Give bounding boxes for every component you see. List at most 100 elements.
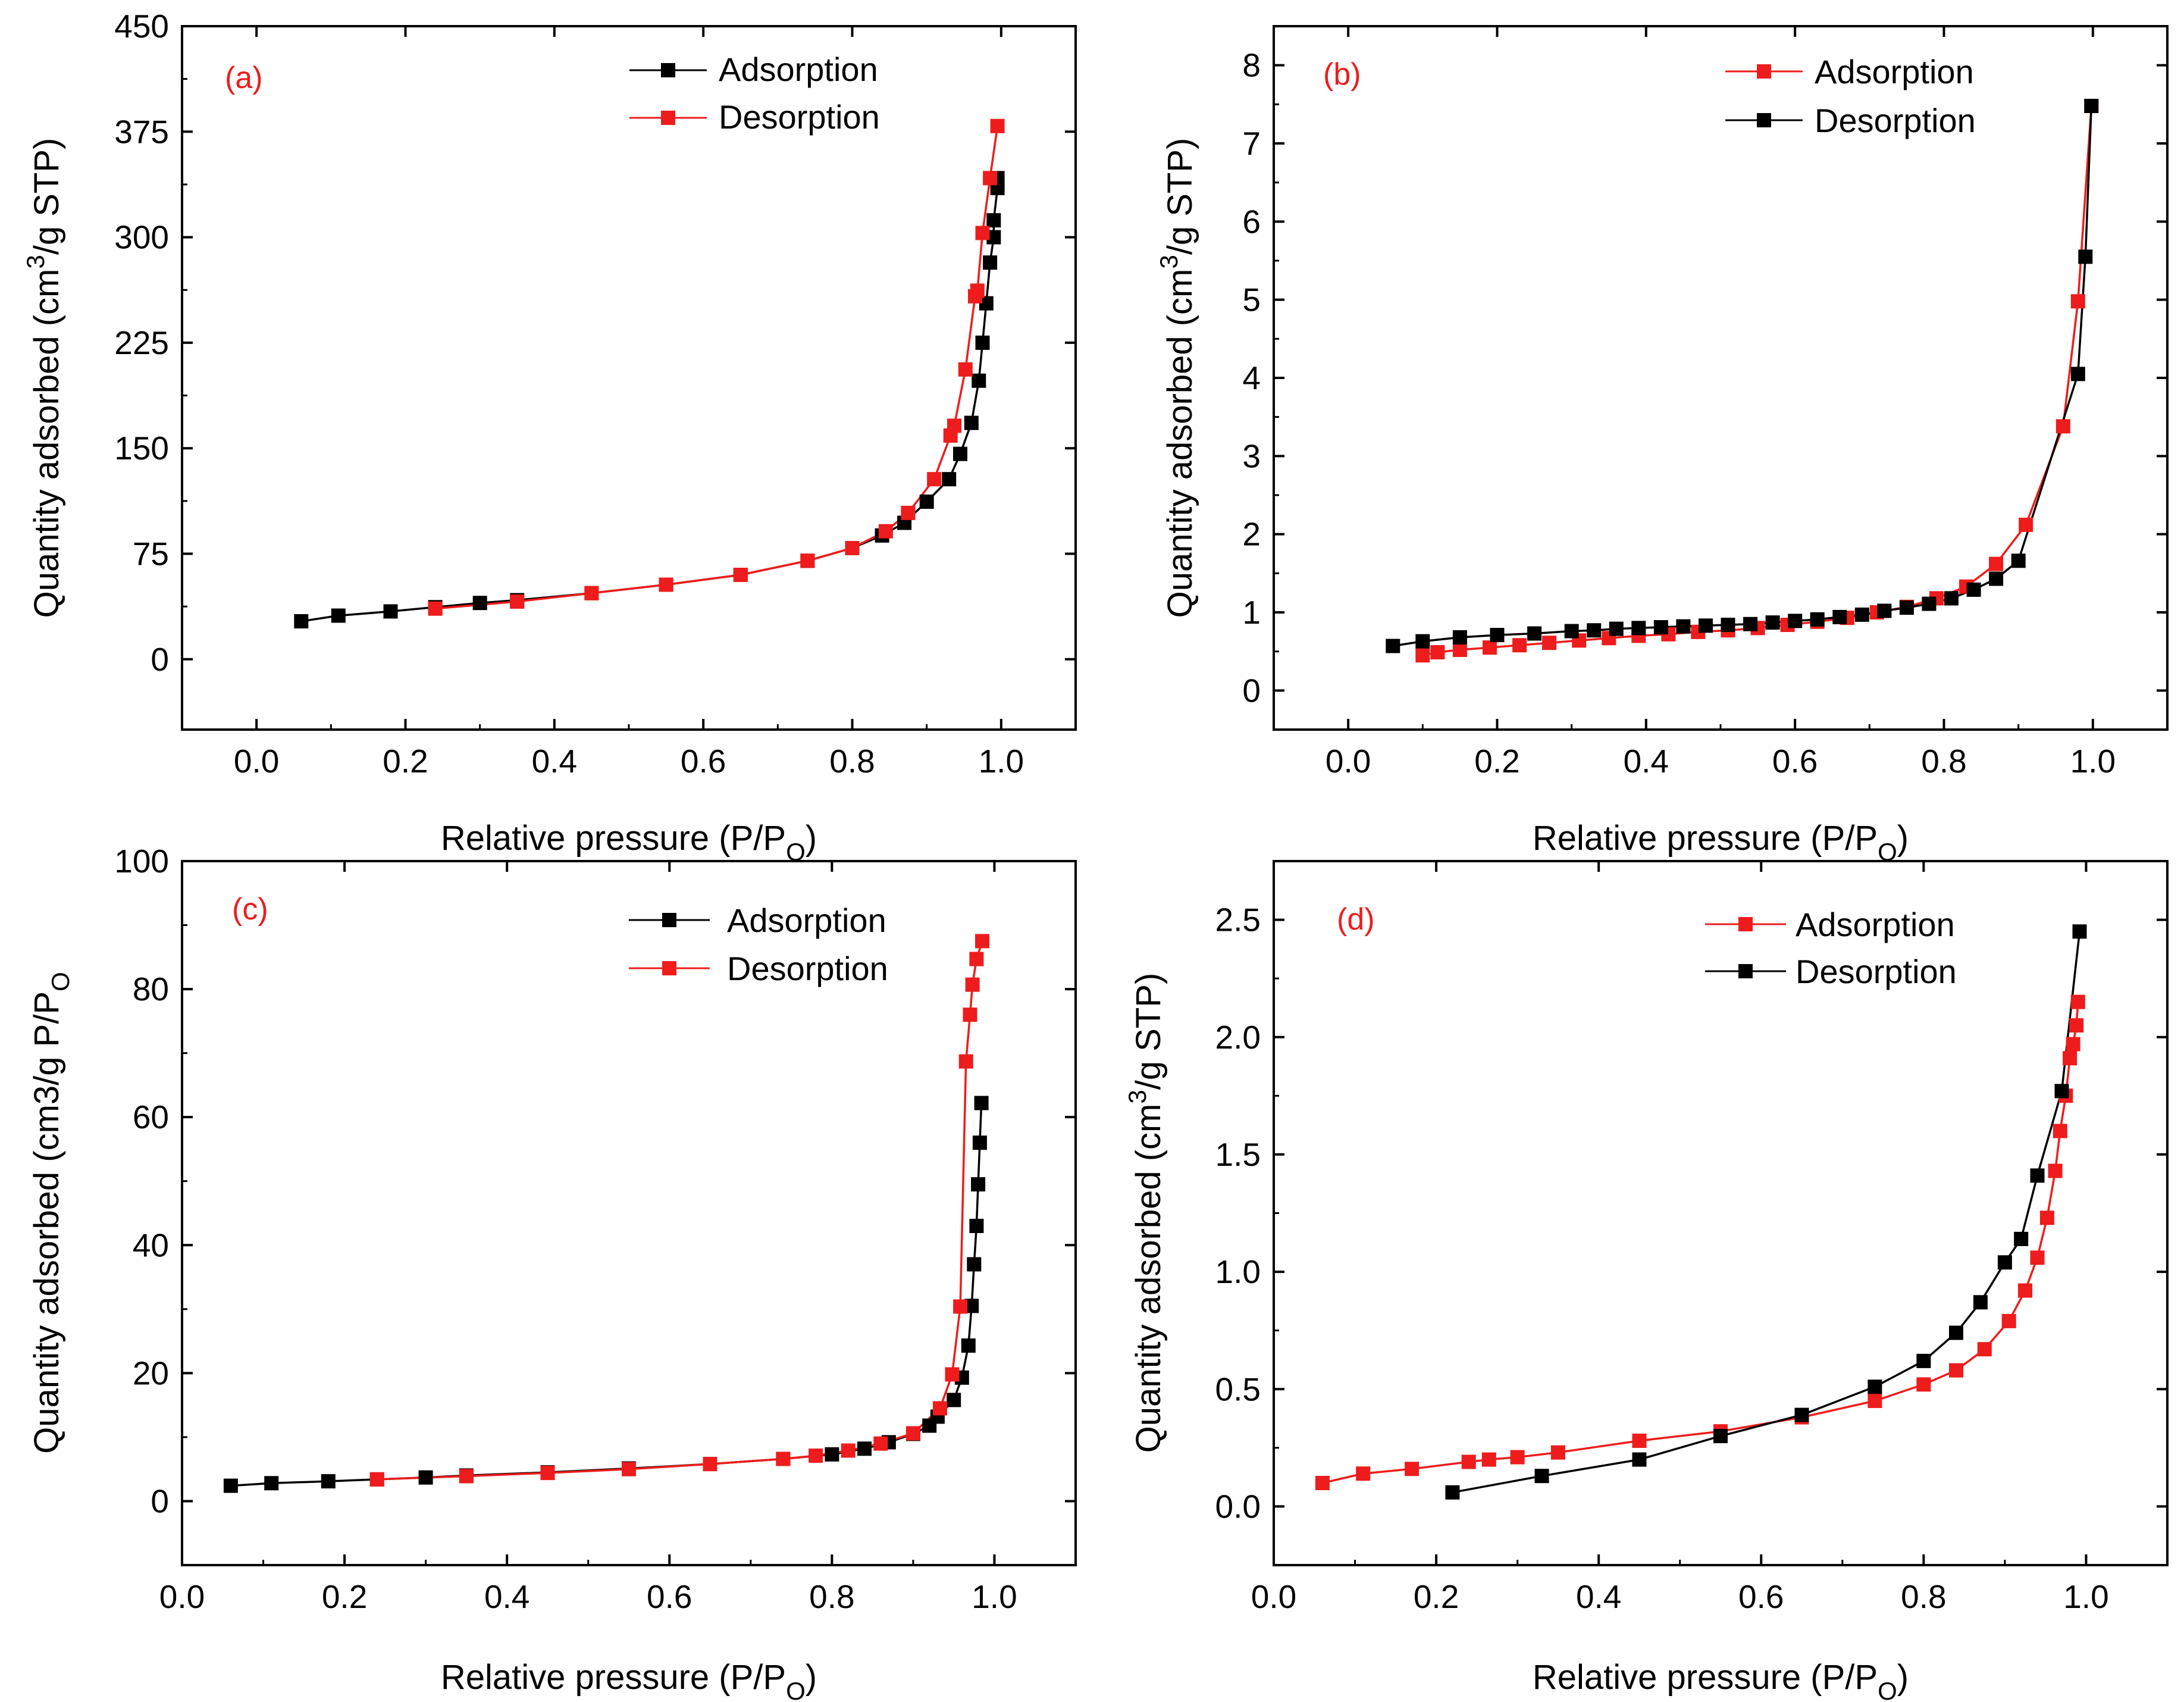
data-point-adsorption: [953, 446, 967, 461]
y-tick-label: 375: [114, 113, 169, 150]
legend: Adsorption Desorption: [1705, 906, 1957, 990]
y-tick-label: 1: [1242, 594, 1261, 631]
data-point-desorption: [1949, 1325, 1963, 1340]
data-point-desorption: [800, 553, 815, 568]
data-point-desorption: [1632, 1452, 1647, 1467]
x-axis-title: Relative pressure (P/PO): [1533, 1658, 1909, 1702]
data-point-desorption: [969, 952, 984, 966]
data-point-adsorption: [825, 1447, 839, 1462]
y-tick-label: 0.0: [1215, 1488, 1261, 1525]
data-point-desorption: [2014, 1231, 2029, 1246]
data-point-adsorption: [967, 1257, 982, 1272]
y-tick-label: 3: [1242, 437, 1261, 474]
y-tick-label: 450: [114, 8, 169, 45]
y-tick-label: 80: [133, 971, 169, 1008]
data-point-adsorption: [1867, 1394, 1882, 1408]
data-point-adsorption: [2053, 1124, 2067, 1138]
data-point-desorption: [975, 934, 989, 949]
data-point-desorption: [1743, 617, 1758, 631]
data-point-adsorption: [1483, 640, 1497, 655]
data-point-desorption: [1445, 1485, 1460, 1500]
panel-label: (d): [1337, 902, 1375, 937]
x-tick-label: 0.8: [809, 1578, 854, 1615]
chart-panel-d: 0.0 0.2 0.4 0.6 0.8 1.0 0.0 0.5 1.0 1.5 2.0 2.5 (d)…: [1123, 860, 2169, 1702]
data-point-desorption: [943, 428, 958, 443]
data-point-desorption: [2084, 99, 2099, 113]
legend-label-adsorption: Adsorption: [719, 51, 878, 88]
data-point-desorption: [975, 226, 990, 240]
y-tick-label: 75: [133, 536, 169, 572]
data-point-adsorption: [947, 1393, 961, 1407]
data-point-desorption: [1631, 621, 1646, 636]
data-point-desorption: [1810, 612, 1825, 627]
legend-marker-adsorption: [1757, 64, 1771, 79]
data-point-adsorption: [2018, 1283, 2032, 1298]
data-point-desorption: [1415, 634, 1430, 649]
data-point-adsorption: [942, 472, 957, 487]
data-point-desorption: [1832, 609, 1847, 624]
legend-label-desorption: Desorption: [1796, 953, 1957, 990]
data-point-desorption: [1452, 630, 1467, 644]
axis-ticks: 0.0 0.2 0.4 0.6 0.8 1.0 0 1 2 3 4 5 6 7 8: [1242, 26, 2167, 780]
data-point-adsorption: [2001, 1313, 2016, 1328]
x-tick-label: 1.0: [972, 1578, 1017, 1615]
data-point-desorption: [990, 118, 1005, 133]
y-tick-label: 1.0: [1215, 1253, 1261, 1290]
data-point-adsorption: [2019, 517, 2033, 532]
legend-marker-adsorption: [662, 913, 676, 927]
data-point-adsorption: [2069, 1018, 2084, 1033]
data-point-desorption: [2030, 1168, 2045, 1183]
y-tick-label: 300: [114, 219, 169, 256]
data-point-desorption: [963, 1008, 977, 1022]
data-point-desorption: [1997, 1255, 2012, 1270]
series-line-desorption: [1452, 931, 2081, 1494]
y-tick-label: 0.5: [1215, 1371, 1261, 1407]
data-point-desorption: [733, 568, 748, 582]
x-tick-label: 0.0: [234, 743, 279, 780]
data-point-desorption: [540, 1466, 555, 1481]
data-point-desorption: [1765, 615, 1780, 630]
x-tick-label: 0.4: [532, 743, 577, 780]
y-tick-label: 60: [133, 1099, 169, 1135]
legend: Adsorption Desorption: [1725, 53, 1976, 139]
x-tick-label: 0.6: [1772, 743, 1818, 780]
legend-label-adsorption: Adsorption: [1796, 906, 1955, 943]
x-tick-label: 0.2: [322, 1578, 367, 1615]
data-point-desorption: [1899, 600, 1914, 615]
data-point-desorption: [901, 505, 916, 520]
data-point-desorption: [958, 1054, 973, 1069]
y-axis-title: Quantity adsorbed (cm3/g P/PO: [27, 972, 74, 1454]
y-tick-label: 5: [1242, 281, 1261, 318]
y-tick-label: 6: [1242, 203, 1261, 240]
data-point-adsorption: [1916, 1377, 1931, 1392]
data-point-desorption: [1587, 623, 1602, 638]
data-point-desorption: [510, 594, 525, 609]
data-point-desorption: [703, 1457, 717, 1472]
data-point-adsorption: [321, 1474, 336, 1489]
series-layer: [1315, 924, 2087, 1500]
chart-panel-a: 0.0 0.2 0.4 0.6 0.8 1.0 0 75 150 225 300 375 450 (a)…: [21, 8, 1077, 866]
x-axis-title: Relative pressure (P/PO): [441, 1658, 817, 1702]
y-tick-label: 1.5: [1215, 1136, 1261, 1173]
y-tick-label: 2.5: [1215, 902, 1261, 938]
panel-label: (c): [232, 892, 268, 927]
x-tick-label: 0.2: [1414, 1578, 1459, 1615]
data-point-adsorption: [2030, 1250, 2045, 1265]
data-point-adsorption: [971, 1177, 986, 1192]
data-point-desorption: [1699, 618, 1713, 633]
data-point-desorption: [1386, 639, 1400, 653]
y-tick-label: 100: [114, 843, 169, 880]
data-point-adsorption: [1512, 638, 1527, 653]
axis-ticks: 0.0 0.2 0.4 0.6 0.8 1.0 0 75 150 225 300 375 450: [114, 8, 1076, 780]
data-point-desorption: [1989, 571, 2004, 586]
data-point-desorption: [1676, 619, 1691, 634]
data-point-desorption: [1788, 614, 1803, 628]
y-axis-title: Quantity adsorbed (cm3/g STP): [1155, 138, 1199, 618]
data-point-desorption: [2078, 249, 2093, 264]
data-point-desorption: [841, 1443, 856, 1458]
legend-label-desorption: Desorption: [719, 98, 880, 136]
data-point-desorption: [1653, 620, 1668, 634]
data-point-adsorption: [2048, 1163, 2063, 1178]
panel-label: (b): [1323, 57, 1361, 92]
data-point-desorption: [878, 524, 893, 539]
